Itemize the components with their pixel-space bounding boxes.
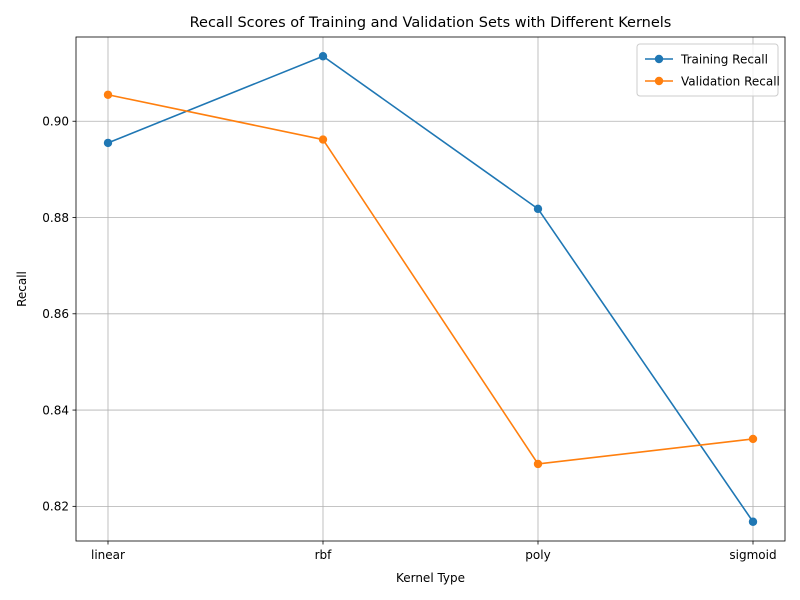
x-tick-label: poly [525, 548, 550, 562]
y-tick-label: 0.86 [42, 307, 69, 321]
series-line [107, 93, 754, 465]
series-training-recall [103, 52, 758, 526]
legend-marker [654, 76, 664, 86]
series-validation-recall [103, 90, 758, 469]
legend-marker [654, 54, 664, 64]
series-group [103, 52, 758, 526]
data-point [748, 434, 758, 444]
data-point [533, 204, 543, 214]
data-point [748, 517, 758, 526]
x-tick-label: sigmoid [729, 548, 776, 562]
grid-lines [76, 37, 785, 541]
legend-label: Training Recall [680, 52, 768, 66]
legend: Training Recall Validation Recall [636, 43, 780, 97]
data-point [533, 459, 543, 469]
ticks: linear rbf poly sigmoid 0.82 0.84 0.86 0.88 0.90 [42, 115, 776, 562]
chart-title: Recall Scores of Training and Validation… [190, 15, 672, 31]
y-tick-label: 0.90 [42, 115, 69, 129]
y-tick-label: 0.88 [42, 211, 69, 225]
data-point [318, 135, 328, 144]
y-axis-label: Recall [15, 271, 29, 307]
x-axis-label: Kernel Type [396, 571, 465, 585]
x-tick-label: rbf [315, 548, 333, 562]
legend-box [636, 43, 779, 97]
y-tick-label: 0.82 [42, 500, 69, 514]
plot-frame [75, 36, 786, 542]
data-point [318, 52, 328, 61]
y-tick-label: 0.84 [42, 403, 69, 417]
legend-label: Validation Recall [681, 74, 780, 88]
data-point [103, 138, 113, 148]
series-line [107, 55, 754, 523]
data-point [103, 90, 113, 99]
x-tick-label: linear [91, 548, 125, 562]
